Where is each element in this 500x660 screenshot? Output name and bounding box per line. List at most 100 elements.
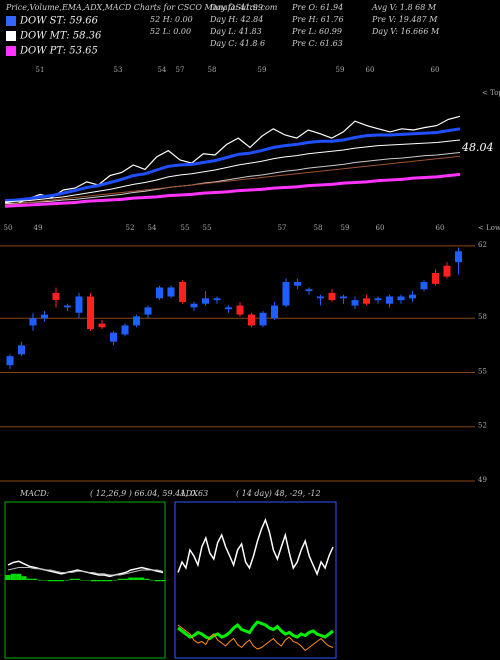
stat: Day L: 41.83 xyxy=(209,27,262,36)
candle-body xyxy=(386,296,393,304)
top-label: 59 xyxy=(336,66,345,74)
histogram-bar xyxy=(16,573,22,580)
y-tick-label: 52 xyxy=(478,422,487,430)
panel-title: ADX xyxy=(179,489,198,498)
legend-swatch xyxy=(6,31,16,41)
histogram-bar xyxy=(5,575,11,580)
bottom-label: 49 xyxy=(34,224,43,232)
panel-subtitle: ( 14 day) 48, -29, -12 xyxy=(236,489,321,498)
candle-body xyxy=(236,305,244,315)
series-line xyxy=(4,127,461,203)
candle-body xyxy=(409,294,416,299)
top-label: 59 xyxy=(258,66,267,74)
histogram-bar xyxy=(10,573,16,580)
candle-body xyxy=(213,298,221,301)
histogram-bar xyxy=(112,580,118,581)
histogram-bar xyxy=(48,580,54,582)
candle-body xyxy=(98,323,106,328)
histogram-bar xyxy=(160,580,166,582)
series-line xyxy=(4,115,461,205)
histogram-bar xyxy=(53,580,59,582)
series-line xyxy=(177,517,334,577)
candle-body xyxy=(41,314,48,319)
page-title: Price,Volume,EMA,ADX,MACD Charts for CSC… xyxy=(5,3,278,12)
candle-body xyxy=(156,287,163,299)
candle-body xyxy=(282,282,290,306)
histogram-bar xyxy=(101,580,107,582)
histogram-bar xyxy=(32,578,38,580)
series-line xyxy=(4,152,461,205)
stat: 52 L: 0.00 xyxy=(150,27,191,36)
bottom-label: 52 xyxy=(126,224,135,232)
top-label: 58 xyxy=(208,66,217,74)
stat: Pre C: 61.63 xyxy=(291,39,343,48)
candle-body xyxy=(133,316,140,326)
series-line xyxy=(7,560,164,578)
series-line xyxy=(177,624,334,652)
histogram-bar xyxy=(155,580,161,582)
candle-body xyxy=(294,282,301,286)
top-note: < Tops xyxy=(482,89,500,97)
stat: Pre H: 61.76 xyxy=(291,15,344,24)
candle-body xyxy=(52,292,60,301)
bottom-label: 54 xyxy=(148,224,157,232)
candle-body xyxy=(455,251,462,263)
candle-body xyxy=(420,282,428,290)
candle-body xyxy=(87,296,94,330)
candle-body xyxy=(225,307,232,310)
bottom-label: 60 xyxy=(376,224,385,232)
histogram-bar xyxy=(96,580,102,582)
bottom-label: 55 xyxy=(203,224,212,232)
panel-title: MACD: xyxy=(19,489,50,498)
candle-body xyxy=(202,298,209,304)
candle-body xyxy=(190,303,198,308)
y-tick-label: 58 xyxy=(478,313,487,321)
top-label: 57 xyxy=(176,66,185,74)
bottom-label: 50 xyxy=(4,224,13,232)
stat: 52 H: 0.00 xyxy=(150,15,193,24)
y-tick-label: 55 xyxy=(478,367,487,375)
candle-body xyxy=(259,312,267,326)
histogram-bar xyxy=(80,580,86,581)
histogram-bar xyxy=(74,578,81,580)
bottom-label: 55 xyxy=(181,224,190,232)
histogram-bar xyxy=(144,578,150,580)
candle-body xyxy=(18,345,25,355)
candle-body xyxy=(443,265,451,277)
legend-label: DOW PT: 53.65 xyxy=(19,46,98,57)
candle-body xyxy=(110,332,117,342)
candle-body xyxy=(328,292,336,301)
stat: Day V: 16.666 M xyxy=(371,27,440,36)
stat: Day C: 41.8 6 xyxy=(209,39,265,48)
panel-subtitle: ( 12,26,9 ) 66.04, 59.41, 0.63 xyxy=(90,489,208,498)
stat: Pre L: 60.99 xyxy=(291,27,342,36)
histogram-bar xyxy=(122,578,129,580)
candle-body xyxy=(179,282,186,302)
candle-body xyxy=(6,356,14,366)
histogram-bar xyxy=(149,580,155,581)
end-label: 48.04 xyxy=(461,141,494,154)
histogram-bar xyxy=(64,580,70,581)
series-line xyxy=(4,172,461,208)
y-tick-label: 62 xyxy=(478,241,487,249)
histogram-bar xyxy=(26,578,32,580)
top-label: 54 xyxy=(158,66,167,74)
candle-body xyxy=(248,314,255,326)
histogram-bar xyxy=(128,577,134,580)
histogram-bar xyxy=(106,580,113,582)
legend-label: DOW MT: 58.36 xyxy=(19,31,102,42)
histogram-bar xyxy=(42,580,49,581)
histogram-bar xyxy=(139,577,145,580)
stat: Day H: 42.84 xyxy=(209,15,263,24)
bottom-label: 57 xyxy=(278,224,287,232)
histogram-bar xyxy=(37,580,43,581)
panel-frame xyxy=(174,501,337,659)
y-tick-label: 49 xyxy=(478,476,487,484)
top-label: 60 xyxy=(431,66,440,74)
top-label: 60 xyxy=(366,66,375,74)
bottom-label: 58 xyxy=(314,224,323,232)
histogram-bar xyxy=(133,577,139,580)
top-label: 53 xyxy=(114,66,123,74)
stat: Pre O: 61.94 xyxy=(291,3,343,12)
